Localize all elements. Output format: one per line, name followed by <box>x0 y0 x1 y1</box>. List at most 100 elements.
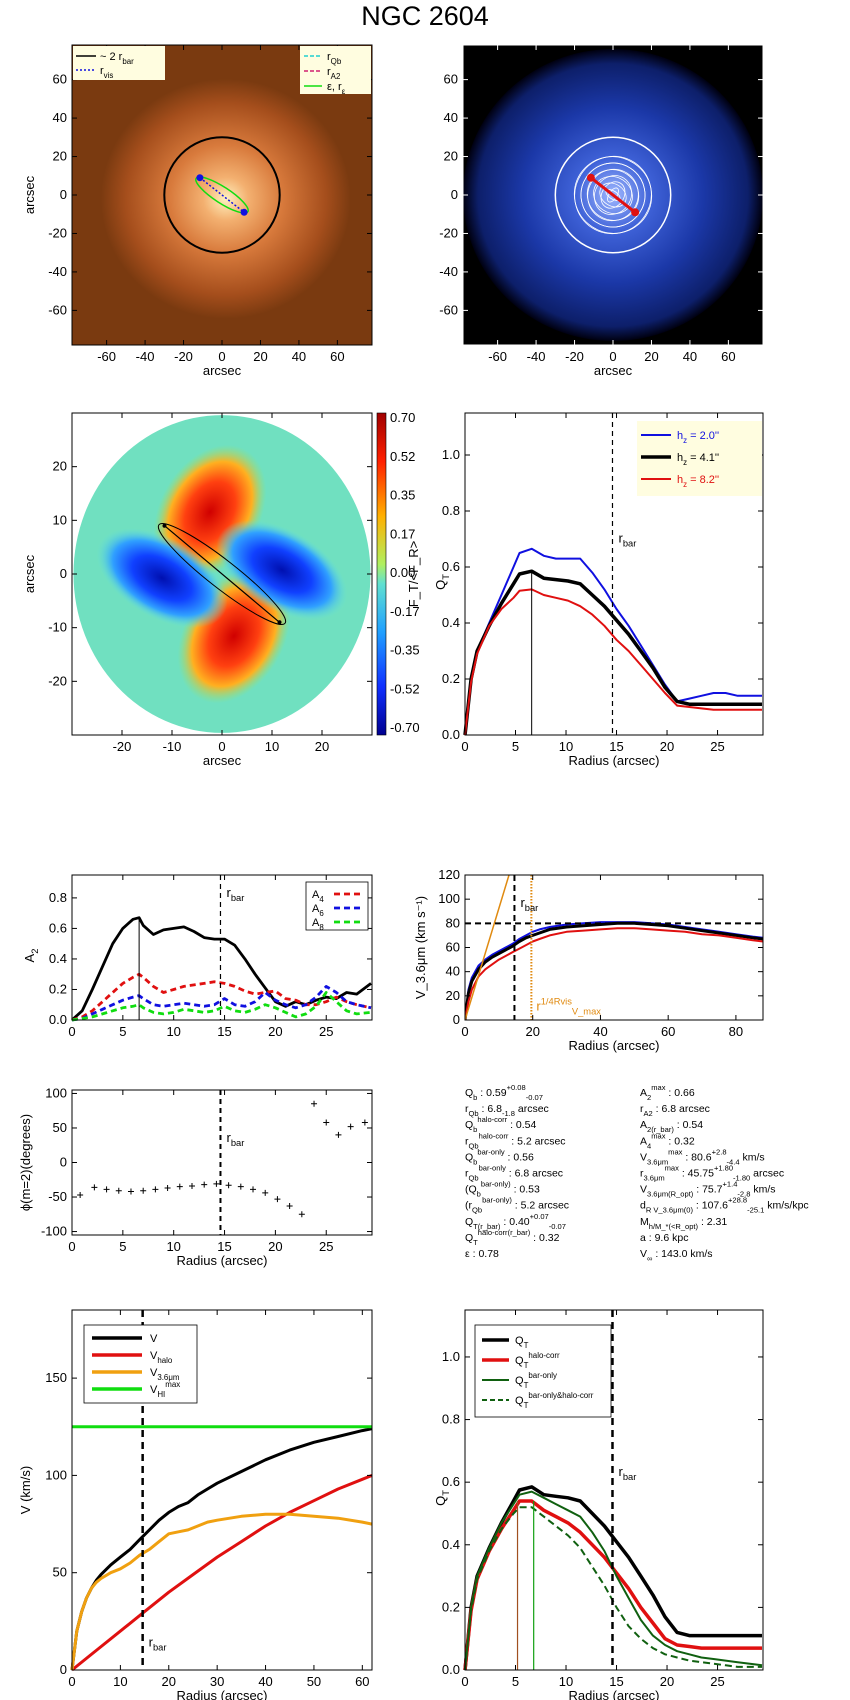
phase-point <box>250 1186 257 1193</box>
bar-end-marker <box>586 173 595 182</box>
rotation-curve-xtick-label: 60 <box>355 1674 369 1689</box>
rotation-curve-panel: 0 10 20 30 40 50 60 0 50 100 150 Radius (arcsec) rba… <box>18 1309 373 1700</box>
force-map-ytick-label: -20 <box>48 673 67 688</box>
a2-profile-ytick-label: 0.8 <box>49 890 67 905</box>
vrot-series-line <box>465 927 763 1020</box>
phase-profile-panel: 0 5 10 15 20 25 -100 -50 0 50 100 Radius (arcsec) rb… <box>18 1085 373 1268</box>
image-orange-plot-area <box>72 45 372 345</box>
force-map-ytick-label: 20 <box>53 459 67 474</box>
phase-profile-ytick-label: 0 <box>60 1155 67 1170</box>
phase-point <box>77 1191 84 1198</box>
image-blue-ytick-label: 0 <box>451 187 458 202</box>
image-blue-xtick-label: 0 <box>609 349 616 364</box>
phase-point <box>152 1186 159 1193</box>
image-orange-xtick-label: 20 <box>253 349 267 364</box>
vrot-profile-xtick-label: 20 <box>525 1024 539 1039</box>
a2-profile-ytick-label: 0.2 <box>49 981 67 996</box>
a2-profile-xtick-label: 15 <box>217 1024 231 1039</box>
qt-profile-xlabel: Radius (arcsec) <box>568 753 659 768</box>
bar-end-marker <box>240 208 248 216</box>
qt-corrections-ytick-label: 0.2 <box>442 1599 460 1614</box>
force-map-xtick-label: 0 <box>218 739 225 754</box>
param-row: V3.6μmmax : 80.6+2.8-4.4 km/s <box>640 1147 765 1166</box>
rotation-curve-xtick-label: 0 <box>68 1674 75 1689</box>
phase-point <box>164 1185 171 1192</box>
phase-profile-xtick-label: 25 <box>319 1239 333 1254</box>
qt-profile-rbar-label: rbar <box>618 531 636 549</box>
legend-label: ~ 2 rbar <box>100 51 134 66</box>
rbar-circle <box>163 136 281 254</box>
phase-profile-ytick-label: -50 <box>48 1189 67 1204</box>
force-map-ytick-label: -10 <box>48 620 67 635</box>
phase-point <box>189 1182 195 1189</box>
qt-profile-ytick-label: 0.0 <box>442 727 460 742</box>
qt-series-line <box>464 547 762 736</box>
bar-line <box>164 525 280 623</box>
phase-point <box>262 1189 269 1196</box>
qt-corrections-ytick-label: 1.0 <box>442 1349 460 1364</box>
qt-profile-xtick-label: 20 <box>660 739 674 754</box>
force-map-ytick-label: 10 <box>53 512 67 527</box>
legend-label: A4 <box>312 889 324 904</box>
force-map-plot-area <box>73 415 371 733</box>
image-orange-ytick-label: -20 <box>48 225 67 240</box>
a2-profile-frame <box>71 874 373 1021</box>
phase-point <box>225 1182 232 1189</box>
qt-profile-panel: 0 5 10 15 20 25 0.0 0.2 0.4 0.6 0.8 1.0 Radius (arcs… <box>433 412 764 768</box>
bar-end-marker <box>196 174 204 182</box>
image-blue-xtick-label: 60 <box>721 349 735 364</box>
legend-label: Vhalo <box>150 1350 173 1365</box>
phase-profile-xtick-label: 5 <box>119 1239 126 1254</box>
force-contour <box>580 162 646 228</box>
phase-point <box>347 1123 354 1130</box>
qt-legend: hz = 2.0'' hz = 4.1'' hz = 8.2'' <box>637 421 762 496</box>
force-map-xlabel: arcsec <box>203 753 242 768</box>
legend-label: A6 <box>312 903 324 918</box>
legend-box <box>73 46 165 80</box>
qt-profile-ytick-label: 0.6 <box>442 559 460 574</box>
param-row: QT(r_bar) : 0.40+0.07-0.07 <box>465 1212 566 1231</box>
rvis-line <box>199 177 245 213</box>
vrot-profile-ytick-label: 120 <box>438 867 460 882</box>
colorbar-tick-label: -0.52 <box>390 681 420 696</box>
legend-label: hz = 4.1'' <box>677 452 719 467</box>
image-blue-ytick-label: -20 <box>439 225 458 240</box>
legend-label: rQb <box>327 51 342 66</box>
qt-profile-xtick-label: 15 <box>609 739 623 754</box>
image-orange-ylabel: arcsec <box>22 175 37 214</box>
colorbar-tick-label: -0.35 <box>390 643 420 658</box>
qt-profile-xtick-label: 10 <box>559 739 573 754</box>
a2-series-line <box>71 985 372 1022</box>
image-blue-xlabel: arcsec <box>594 363 633 378</box>
a2-profile-xtick-label: 5 <box>119 1024 126 1039</box>
vrot-profile-panel: 0 20 40 60 80 0 20 40 60 80 100 120 Radius (arcsec) r… <box>413 867 764 1053</box>
image-blue-plot-area <box>463 45 763 345</box>
param-row: r3.6μmmax : 45.75+1.80-1.80 arcsec <box>640 1164 784 1183</box>
image-blue-ytick-label: -40 <box>439 264 458 279</box>
a2-profile-xtick-label: 10 <box>166 1024 180 1039</box>
a2-profile-ylabel: A2 <box>22 949 40 963</box>
colorbar-label: F_T/<F_R> <box>406 541 421 607</box>
ellipse-fit <box>157 523 287 625</box>
rotation-curve-xtick-label: 30 <box>210 1674 224 1689</box>
image-blue-ytick-label: -60 <box>439 302 458 317</box>
phase-profile-ytick-label: 100 <box>45 1085 67 1100</box>
qt-corrections-ylabel: QT <box>433 1490 451 1506</box>
phase-point <box>335 1131 342 1138</box>
phase-profile-xtick-label: 15 <box>217 1239 231 1254</box>
image-orange-xtick-label: -60 <box>97 349 116 364</box>
legend-label: ε, rε <box>327 81 346 96</box>
rotation-curve-ytick-label: 150 <box>45 1370 67 1385</box>
qt-profile-xtick-label: 0 <box>461 739 468 754</box>
force-contour <box>593 175 633 215</box>
qt-corrections-xlabel: Radius (arcsec) <box>568 1688 659 1700</box>
phase-point <box>103 1186 110 1193</box>
a2-series-line <box>71 991 372 1022</box>
colorbar-tick-label: 0.70 <box>390 410 415 425</box>
phase-point <box>201 1181 208 1188</box>
colorbar-tick-label: -0.70 <box>390 720 420 735</box>
param-row: A2(r_bar) : 0.54 <box>640 1119 703 1134</box>
a2-profile-ytick-label: 0.0 <box>49 1012 67 1027</box>
